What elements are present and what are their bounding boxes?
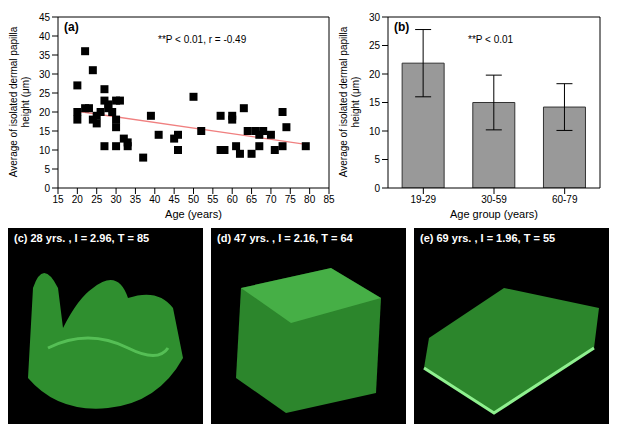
svg-text:0: 0 [44, 183, 50, 194]
svg-text:20: 20 [39, 107, 51, 118]
html-text:**P < 0.01, r = -0.49: **P < 0.01, r = -0.49 [158, 34, 247, 45]
svg-text:19-29: 19-29 [411, 194, 437, 205]
svg-text:35: 35 [39, 50, 51, 61]
svg-text:30: 30 [111, 194, 123, 205]
svg-text:65: 65 [246, 194, 258, 205]
svg-text:10: 10 [39, 145, 51, 156]
svg-text:Age group (years): Age group (years) [450, 208, 538, 220]
html-text:Average of isolated dermal pap: Average of isolated dermal papilla heigh… [338, 26, 361, 178]
svg-text:20: 20 [72, 194, 84, 205]
svg-text:25: 25 [369, 40, 381, 51]
svg-text:45: 45 [39, 12, 51, 23]
svg-text:30: 30 [369, 12, 381, 23]
svg-text:5: 5 [44, 164, 50, 175]
svg-text:80: 80 [304, 194, 316, 205]
svg-text:85: 85 [323, 194, 335, 205]
html-text:(d) 47 yrs. , I = 2.16, T = 64: (d) 47 yrs. , I = 2.16, T = 64 [217, 232, 353, 244]
svg-text:Age (years): Age (years) [165, 208, 222, 220]
svg-text:5: 5 [374, 154, 380, 165]
html-text:(c) 28 yrs. , I = 2.96, T = 85: (c) 28 yrs. , I = 2.96, T = 85 [14, 232, 150, 244]
svg-text:60-79: 60-79 [552, 194, 578, 205]
svg-text:10: 10 [369, 126, 381, 137]
html-text:Average of isolated dermal pap: Average of isolated dermal papilla heigh… [8, 26, 31, 178]
svg-text:0: 0 [374, 183, 380, 194]
svg-text:50: 50 [188, 194, 200, 205]
svg-text:70: 70 [265, 194, 277, 205]
svg-text:30: 30 [39, 69, 51, 80]
html-text:(b): (b) [394, 20, 410, 34]
html-text:(a): (a) [64, 20, 79, 34]
svg-text:55: 55 [207, 194, 219, 205]
svg-text:20: 20 [369, 69, 381, 80]
svg-text:60: 60 [227, 194, 239, 205]
svg-text:15: 15 [39, 126, 51, 137]
html-text:**P < 0.01: **P < 0.01 [468, 34, 514, 45]
svg-text:40: 40 [149, 194, 161, 205]
svg-text:40: 40 [39, 31, 51, 42]
svg-text:15: 15 [369, 97, 381, 108]
svg-text:25: 25 [91, 194, 103, 205]
svg-text:30-59: 30-59 [481, 194, 507, 205]
svg-text:15: 15 [52, 194, 64, 205]
svg-text:35: 35 [130, 194, 142, 205]
html-text:(e) 69 yrs. , I = 1.96, T = 55: (e) 69 yrs. , I = 1.96, T = 55 [420, 232, 556, 244]
svg-text:45: 45 [169, 194, 181, 205]
svg-text:75: 75 [285, 194, 297, 205]
svg-text:25: 25 [39, 88, 51, 99]
